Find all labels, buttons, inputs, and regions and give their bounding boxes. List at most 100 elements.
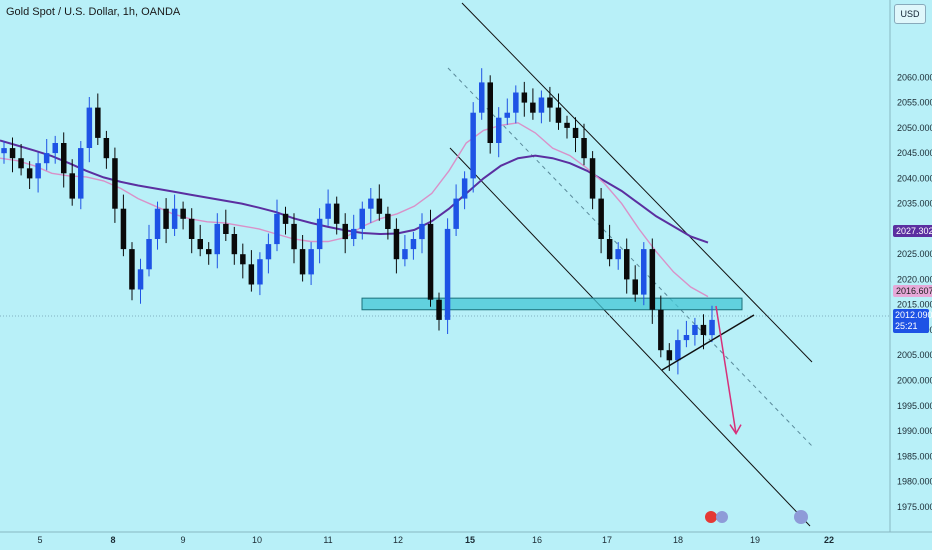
candle-body — [274, 213, 280, 245]
last-price-tag: 2012.090 25:21 — [893, 309, 932, 333]
candle-body — [120, 208, 127, 250]
candle-body — [188, 218, 195, 239]
time-tick-label: 16 — [532, 535, 542, 545]
time-axis: 5 8 9 10 11 12 15 16 17 18 19 22 — [0, 531, 932, 545]
candle-body — [581, 138, 587, 159]
candle-body — [342, 223, 348, 240]
candle-body — [282, 213, 289, 224]
candle-body — [385, 213, 391, 229]
candle-body — [513, 92, 519, 113]
candle-body — [180, 208, 186, 219]
price-axis: 2060.000 2055.000 2050.000 2045.000 2040.000… — [889, 0, 932, 532]
price-tick-label: 2055.000 — [897, 98, 932, 108]
price-tick-label: 2045.000 — [897, 148, 932, 158]
candle-body — [69, 173, 75, 199]
candle-body — [496, 117, 502, 143]
candle-body — [257, 259, 263, 285]
time-tick-label: 18 — [673, 535, 683, 545]
candle-body — [103, 138, 110, 159]
price-tick-label: 2025.000 — [897, 249, 932, 259]
annotations — [661, 305, 808, 524]
candle-body — [146, 239, 152, 270]
candle-body — [487, 82, 493, 143]
candle-body — [402, 249, 408, 260]
candle-body — [248, 264, 255, 285]
candle-body — [308, 249, 314, 275]
candle-body — [419, 223, 425, 240]
price-tick-label: 2060.000 — [897, 72, 932, 82]
candle-body — [78, 148, 84, 199]
projection-arrow-line — [715, 305, 737, 434]
currency-button[interactable]: USD — [894, 4, 926, 24]
candle-body — [26, 168, 33, 179]
price-tick-label: 2000.000 — [897, 376, 932, 386]
support-zone-box — [361, 297, 743, 311]
candle-body — [555, 107, 562, 123]
candle-body — [52, 143, 58, 154]
candle-body — [530, 102, 536, 113]
candle-body — [410, 239, 417, 250]
time-tick-label: 10 — [252, 535, 262, 545]
projection-arrow-head — [729, 424, 742, 436]
candle-body — [470, 112, 476, 179]
price-tick-label: 1980.000 — [897, 477, 932, 487]
candle-body — [206, 249, 212, 255]
time-tick-label: 9 — [180, 535, 185, 545]
channel-lower-line — [449, 147, 811, 527]
price-tick-label: 1975.000 — [897, 502, 932, 512]
candle-body — [675, 340, 681, 361]
candle-body — [95, 107, 101, 138]
candle-body — [649, 249, 656, 310]
event-lightning-icon — [705, 511, 717, 523]
candle-body — [683, 335, 690, 341]
candle-body — [223, 223, 229, 234]
candle-body — [129, 249, 135, 290]
candle-body — [291, 223, 297, 250]
chart-title: Gold Spot / U.S. Dollar, 1h, OANDA — [6, 6, 181, 18]
time-tick-label: 8 — [110, 535, 115, 545]
last-price-value: 2012.090 — [895, 310, 932, 320]
time-tick-label: 17 — [602, 535, 612, 545]
candle-body — [18, 158, 24, 169]
candle-body — [436, 299, 442, 320]
price-tick-label: 2005.000 — [897, 350, 932, 360]
candle-body — [1, 148, 7, 154]
price-tick-label: 2020.000 — [897, 274, 932, 284]
channel-upper-line — [461, 2, 813, 363]
price-tick-label: 1985.000 — [897, 451, 932, 461]
candle-body — [461, 178, 468, 199]
candle-body — [214, 223, 220, 255]
time-tick-label: 5 — [37, 535, 42, 545]
ma-slow-price-tag: 2027.302 — [893, 225, 932, 237]
event-flag-icon — [794, 510, 808, 524]
time-tick-label: 11 — [323, 535, 332, 545]
candle-body — [325, 203, 331, 219]
candle-body — [521, 92, 528, 103]
candle-body — [351, 228, 357, 239]
candle-body — [444, 228, 451, 320]
price-tick-label: 1995.000 — [897, 401, 932, 411]
candle-body — [376, 198, 383, 214]
candle-body — [231, 234, 238, 255]
price-tick-label: 1990.000 — [897, 426, 932, 436]
candle-body — [641, 249, 647, 295]
candle-body — [564, 122, 570, 128]
bar-countdown: 25:21 — [895, 321, 918, 331]
candle-body — [572, 127, 579, 138]
ma-fast-price-tag: 2016.607 — [893, 285, 932, 297]
candle-body — [479, 82, 485, 113]
candle-body — [61, 143, 67, 174]
candle-body — [427, 223, 434, 300]
time-tick-label: 19 — [750, 535, 760, 545]
candle-body — [240, 254, 246, 265]
support-zone — [361, 297, 743, 311]
event-flag-icon — [716, 511, 728, 523]
candle-body — [333, 203, 340, 224]
price-tick-label: 2035.000 — [897, 199, 932, 209]
candle-body — [658, 309, 664, 351]
candle-body — [453, 198, 459, 229]
time-tick-label: 22 — [824, 535, 834, 545]
